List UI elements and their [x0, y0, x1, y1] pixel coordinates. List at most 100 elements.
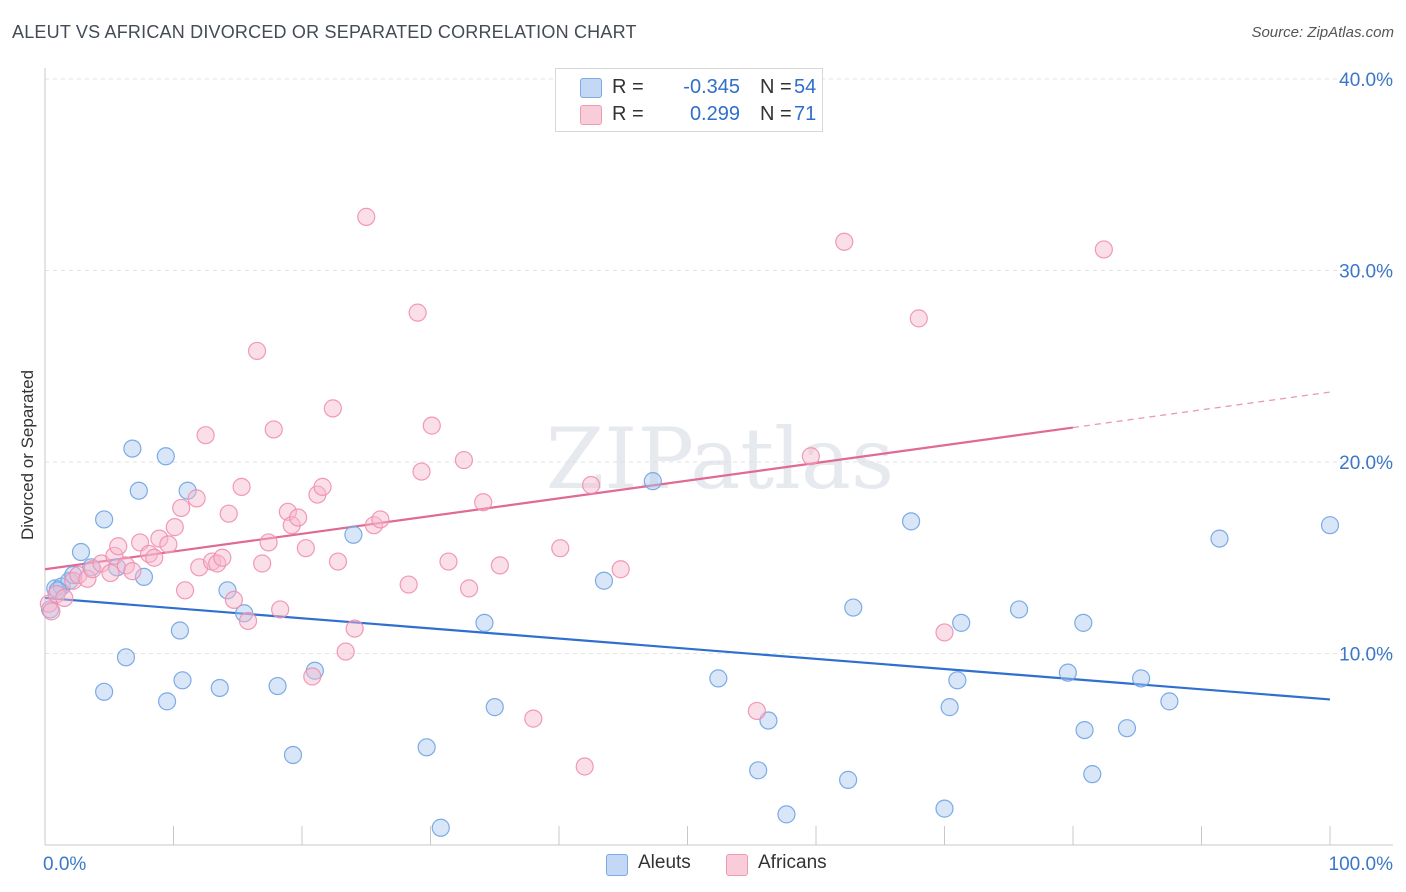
point-africans — [490, 556, 509, 575]
point-aleuts — [95, 682, 114, 701]
point-africans — [412, 462, 431, 481]
point-africans — [303, 667, 322, 686]
point-aleuts — [1160, 692, 1179, 711]
point-africans — [408, 303, 427, 322]
trend-line-africans — [44, 426, 1074, 571]
point-africans — [83, 560, 102, 579]
point-africans — [575, 757, 594, 776]
point-aleuts — [1117, 719, 1137, 738]
legend-n-label: N = — [760, 76, 792, 98]
point-aleuts — [1083, 765, 1102, 784]
point-aleuts — [709, 669, 728, 688]
correlation-legend: R = -0.345 N = 54 R = 0.299 N = 71 — [555, 68, 823, 132]
point-aleuts — [116, 648, 136, 667]
point-africans — [55, 588, 74, 608]
point-africans — [474, 493, 493, 512]
bottom-legend-label-africans: Africans — [758, 852, 827, 873]
point-africans — [64, 571, 83, 590]
point-africans — [123, 562, 142, 581]
point-africans — [253, 554, 272, 573]
point-aleuts — [749, 761, 768, 780]
legend-r-label: R = — [612, 76, 644, 98]
legend-swatch-aleuts — [580, 78, 602, 98]
point-africans — [835, 232, 854, 251]
legend-r-label: R = — [612, 103, 644, 125]
point-africans — [172, 498, 191, 518]
point-africans — [259, 533, 278, 552]
bottom-legend-swatch-africans — [726, 854, 748, 876]
trend-line-aleuts — [44, 596, 1331, 701]
point-africans — [213, 548, 232, 567]
point-aleuts — [268, 676, 287, 696]
point-aleuts — [594, 571, 614, 590]
point-africans — [336, 642, 355, 661]
point-aleuts — [64, 565, 83, 585]
point-aleuts — [173, 671, 192, 690]
point-africans — [219, 504, 238, 523]
point-africans — [175, 581, 195, 600]
x-tick-label: 100.0% — [1329, 854, 1394, 875]
point-aleuts — [777, 805, 796, 824]
point-africans — [232, 477, 251, 496]
point-aleuts — [344, 525, 363, 544]
point-africans — [454, 450, 474, 470]
point-africans — [224, 590, 243, 609]
point-aleuts — [123, 439, 142, 458]
point-aleuts — [1210, 529, 1229, 548]
point-africans — [422, 416, 441, 435]
point-aleuts — [935, 799, 954, 818]
point-africans — [935, 623, 954, 642]
trend-lines — [44, 391, 1331, 701]
point-africans — [264, 420, 283, 439]
legend-n-value: 71 — [794, 103, 817, 125]
point-aleuts — [1132, 669, 1151, 688]
legend-r-value: -0.345 — [683, 76, 740, 98]
point-africans — [524, 709, 543, 728]
point-africans — [109, 537, 128, 556]
point-aleuts — [948, 671, 967, 690]
point-africans — [313, 477, 332, 496]
legend-swatch-africans — [580, 105, 602, 125]
point-africans — [459, 579, 479, 598]
legend-n-value: 54 — [794, 76, 817, 98]
point-africans — [101, 563, 120, 583]
point-aleuts — [95, 510, 114, 529]
point-aleuts — [1074, 613, 1093, 632]
point-aleuts — [952, 613, 971, 632]
point-africans — [439, 552, 458, 571]
point-africans — [150, 529, 169, 548]
point-africans — [196, 426, 215, 445]
data-points — [39, 207, 1340, 837]
point-aleuts — [901, 512, 921, 531]
point-aleuts — [844, 598, 863, 617]
point-aleuts — [129, 481, 148, 500]
grid-lines — [45, 78, 1393, 654]
point-aleuts — [157, 692, 177, 711]
chart-title: ALEUT VS AFRICAN DIVORCED OR SEPARATED C… — [12, 22, 637, 42]
y-tick-label: 30.0% — [1339, 262, 1393, 283]
point-africans — [159, 535, 178, 554]
point-aleuts — [485, 698, 504, 717]
point-africans — [551, 539, 570, 558]
point-aleuts — [1320, 516, 1340, 535]
y-tick-label: 20.0% — [1339, 453, 1393, 474]
y-tick-label: 10.0% — [1339, 645, 1393, 666]
point-africans — [165, 518, 184, 537]
point-aleuts — [940, 698, 959, 717]
point-aleuts — [475, 613, 494, 632]
legend-n-label: N = — [760, 103, 792, 125]
point-aleuts — [839, 770, 858, 789]
point-aleuts — [170, 621, 190, 640]
point-africans — [296, 539, 315, 558]
point-africans — [323, 399, 342, 418]
point-africans — [238, 611, 258, 631]
point-africans — [42, 602, 61, 621]
point-africans — [328, 552, 348, 571]
point-aleuts — [134, 567, 154, 587]
point-africans — [345, 619, 364, 638]
trend-line-extension-africans — [1072, 391, 1331, 429]
point-africans — [611, 560, 630, 579]
legend-r-value: 0.299 — [689, 103, 740, 125]
point-aleuts — [1075, 720, 1094, 740]
